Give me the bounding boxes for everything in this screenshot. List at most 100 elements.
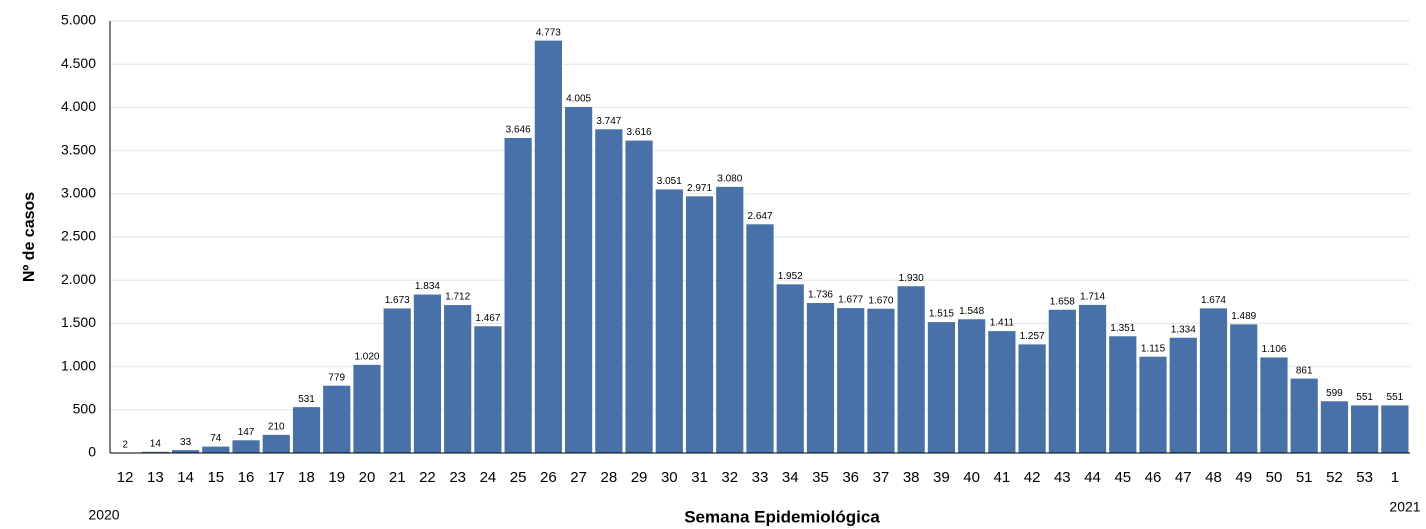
bar xyxy=(1230,324,1258,453)
x-tick-label: 42 xyxy=(1024,469,1041,486)
x-tick-label: 22 xyxy=(419,469,436,486)
value-label: 74 xyxy=(210,433,222,444)
bar xyxy=(837,308,865,453)
bar xyxy=(685,196,714,453)
x-tick-label: 32 xyxy=(721,469,738,486)
value-label: 4.005 xyxy=(566,94,591,105)
value-label: 1.106 xyxy=(1261,344,1286,355)
x-tick-label: 40 xyxy=(963,469,980,486)
x-tick-label: 46 xyxy=(1145,469,1162,486)
value-label: 3.616 xyxy=(627,127,652,138)
x-tick-label: 1 xyxy=(1391,469,1399,486)
bar xyxy=(413,294,442,453)
value-label: 3.080 xyxy=(717,174,742,185)
value-label: 147 xyxy=(238,427,255,438)
value-label: 531 xyxy=(298,394,315,405)
bar xyxy=(1260,357,1288,453)
value-label: 1.020 xyxy=(354,352,379,363)
x-tick-label: 27 xyxy=(570,469,587,486)
x-tick-label: 44 xyxy=(1084,469,1101,486)
value-label: 599 xyxy=(1326,388,1343,399)
x-tick-label: 49 xyxy=(1235,469,1252,486)
x-tick-label: 21 xyxy=(389,469,406,486)
bar xyxy=(292,407,321,453)
y-tick-label: 2.500 xyxy=(61,228,96,244)
y-tick-label: 3.500 xyxy=(61,141,96,157)
x-tick-label: 25 xyxy=(510,469,527,486)
x-tick-label: 28 xyxy=(600,469,617,486)
bar xyxy=(1139,356,1167,453)
bar xyxy=(988,331,1016,453)
x-tick-label: 53 xyxy=(1356,469,1373,486)
y-tick-label: 2.000 xyxy=(61,271,96,287)
value-label: 779 xyxy=(328,372,345,383)
bar xyxy=(716,186,744,453)
bar xyxy=(1018,344,1046,453)
value-label: 2.647 xyxy=(747,211,772,222)
bar xyxy=(504,137,532,453)
bar xyxy=(1381,405,1409,453)
bar xyxy=(1290,378,1318,453)
x-tick-label: 20 xyxy=(359,469,376,486)
y-axis-title: Nº de casos xyxy=(21,192,38,282)
value-label: 1.736 xyxy=(808,290,833,301)
x-tick-label: 34 xyxy=(782,469,799,486)
x-tick-label: 24 xyxy=(480,469,497,486)
bar xyxy=(262,434,290,453)
x-tick-label: 17 xyxy=(268,469,285,486)
x-tick-label: 43 xyxy=(1054,469,1071,486)
bar xyxy=(171,450,200,453)
value-label: 1.489 xyxy=(1231,311,1256,322)
bar xyxy=(1078,304,1107,453)
bar xyxy=(806,303,835,453)
x-tick-label: 12 xyxy=(117,469,134,486)
bar xyxy=(323,385,351,453)
value-label: 1.677 xyxy=(838,295,863,306)
y-tick-label: 3.000 xyxy=(61,185,96,201)
bar xyxy=(897,286,925,453)
value-label: 2 xyxy=(122,439,128,450)
value-label: 1.467 xyxy=(475,313,500,324)
bar xyxy=(534,40,562,454)
value-label: 1.673 xyxy=(385,295,410,306)
x-tick-label: 18 xyxy=(298,469,315,486)
value-label: 33 xyxy=(180,437,192,448)
value-label: 1.515 xyxy=(929,309,954,320)
bar xyxy=(141,451,169,453)
x-tick-label: 19 xyxy=(328,469,345,486)
value-label: 3.646 xyxy=(506,125,531,136)
bar xyxy=(202,446,230,453)
y-tick-label: 1.500 xyxy=(61,314,96,330)
value-label: 1.714 xyxy=(1080,292,1105,303)
bar xyxy=(232,440,260,453)
x-tick-label: 52 xyxy=(1326,469,1343,486)
x-tick-label: 45 xyxy=(1114,469,1131,486)
value-label: 1.334 xyxy=(1171,324,1196,335)
value-label: 551 xyxy=(1387,392,1404,403)
value-label: 1.658 xyxy=(1050,296,1075,307)
value-label: 2.971 xyxy=(687,183,712,194)
x-tick-label: 41 xyxy=(994,469,1011,486)
bar xyxy=(353,364,381,453)
y-tick-label: 4.500 xyxy=(61,55,96,71)
bar xyxy=(474,326,502,453)
bar xyxy=(383,308,411,453)
value-label: 1.351 xyxy=(1110,323,1135,334)
y-tick-label: 500 xyxy=(73,401,97,417)
y-tick-label: 4.000 xyxy=(61,98,96,114)
x-tick-label: 38 xyxy=(903,469,920,486)
bar xyxy=(927,322,955,453)
y-tick-label: 5.000 xyxy=(61,12,96,28)
x-tick-label: 37 xyxy=(873,469,890,486)
bar xyxy=(565,106,593,453)
x-tick-label: 29 xyxy=(631,469,648,486)
value-label: 210 xyxy=(268,421,285,432)
bar xyxy=(746,224,774,453)
year-label: 2020 xyxy=(88,507,119,523)
x-tick-label: 48 xyxy=(1205,469,1222,486)
y-tick-label: 0 xyxy=(88,444,96,460)
value-label: 861 xyxy=(1296,365,1313,376)
value-label: 3.747 xyxy=(596,116,621,127)
